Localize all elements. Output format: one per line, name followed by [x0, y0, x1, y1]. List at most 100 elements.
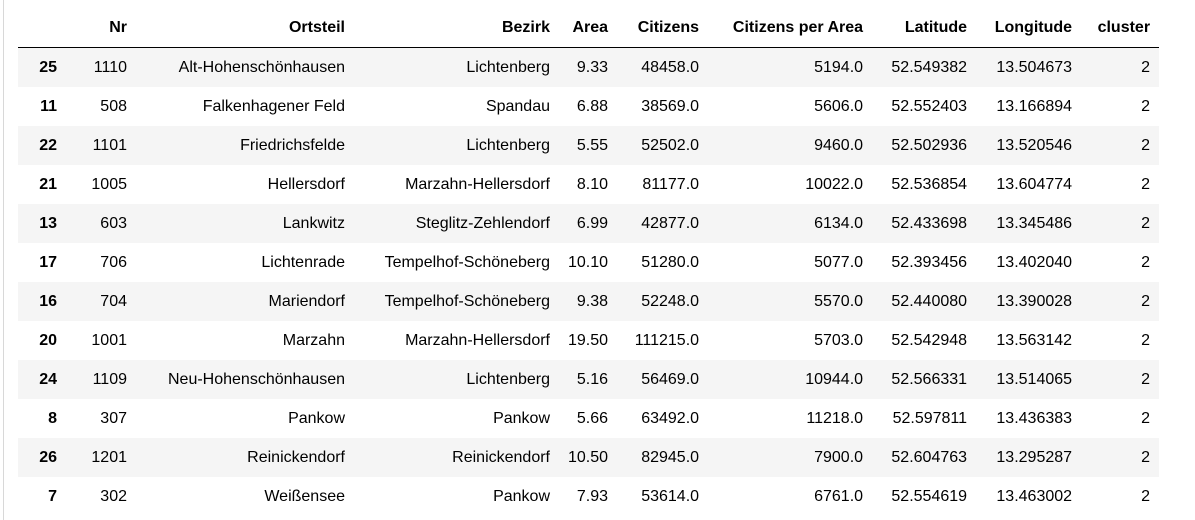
table-row: 22 1101 Friedrichsfelde Lichtenberg 5.55 5250… [18, 126, 1160, 165]
cell-latitude: 52.440080 [891, 293, 968, 310]
cell-nr: 307 [100, 410, 127, 427]
header-citizens-per-area: Citizens per Area [708, 9, 873, 48]
cell-longitude: 13.504673 [996, 59, 1073, 76]
row-index: 26 [39, 449, 57, 466]
cell-citizens: 63492.0 [641, 410, 700, 427]
cell-area: 9.33 [576, 59, 609, 76]
cell-bezirk: Marzahn-Hellersdorf [405, 332, 550, 349]
cell-cluster: 2 [1141, 254, 1151, 271]
cell-cluster: 2 [1141, 410, 1151, 427]
row-index: 7 [48, 488, 57, 505]
cell-citizens: 51280.0 [641, 254, 700, 271]
table-row: 8 307 Pankow Pankow 5.66 63492.0 11218.0 52.597… [18, 399, 1160, 438]
cell-bezirk: Lichtenberg [466, 137, 550, 154]
cell-longitude: 13.520546 [996, 137, 1073, 154]
cell-bezirk: Lichtenberg [466, 59, 550, 76]
cell-citizens: 82945.0 [641, 449, 700, 466]
cell-latitude: 52.566331 [891, 371, 968, 388]
cell-longitude: 13.402040 [996, 254, 1073, 271]
cell-area: 5.16 [576, 371, 609, 388]
cell-nr: 1005 [91, 176, 127, 193]
row-index: 13 [39, 215, 57, 232]
header-latitude: Latitude [872, 9, 977, 48]
cell-citizens: 52502.0 [641, 137, 700, 154]
header-row: Nr Ortsteil Bezirk Area Citizens Citizen… [18, 9, 1160, 48]
table-row: 20 1001 Marzahn Marzahn-Hellersdorf 19.50 111… [18, 321, 1160, 360]
header-bezirk: Bezirk [354, 9, 559, 48]
table-row: 24 1109 Neu-Hohenschönhausen Lichtenberg 5.1… [18, 360, 1160, 399]
cell-bezirk: Marzahn-Hellersdorf [405, 176, 550, 193]
cell-ortsteil: Lichtenrade [261, 254, 345, 271]
cell-bezirk: Tempelhof-Schöneberg [384, 293, 550, 310]
cell-citizens-per-area: 5194.0 [814, 59, 864, 76]
cell-longitude: 13.295287 [996, 449, 1073, 466]
cell-citizens-per-area: 10944.0 [805, 371, 864, 388]
header-ortsteil: Ortsteil [136, 9, 354, 48]
table-body: 25 1110 Alt-Hohenschönhausen Lichtenberg 9.3… [18, 47, 1160, 516]
cell-bezirk: Steglitz-Zehlendorf [415, 215, 550, 232]
cell-citizens-per-area: 6761.0 [814, 488, 864, 505]
cell-citizens-per-area: 9460.0 [814, 137, 864, 154]
cell-nr: 1110 [93, 59, 127, 76]
cell-bezirk: Reinickendorf [452, 449, 550, 466]
cell-area: 7.93 [576, 488, 609, 505]
cell-citizens-per-area: 5077.0 [814, 254, 864, 271]
cell-citizens: 111215.0 [634, 332, 700, 349]
cell-latitude: 52.502936 [891, 137, 968, 154]
row-index: 11 [40, 98, 57, 115]
cell-longitude: 13.166894 [996, 98, 1073, 115]
cell-ortsteil: Reinickendorf [247, 449, 345, 466]
cell-ortsteil: Mariendorf [268, 293, 345, 310]
header-area: Area [559, 9, 618, 48]
cell-latitude: 52.597811 [892, 410, 968, 427]
cell-bezirk: Spandau [485, 98, 550, 115]
cell-citizens-per-area: 6134.0 [814, 215, 864, 232]
cell-longitude: 13.436383 [996, 410, 1073, 427]
cell-cluster: 2 [1141, 98, 1151, 115]
cell-ortsteil: Weißensee [264, 488, 345, 505]
dataframe-table: Nr Ortsteil Bezirk Area Citizens Citizen… [18, 9, 1160, 516]
table-row: 25 1110 Alt-Hohenschönhausen Lichtenberg 9.3… [18, 47, 1160, 87]
cell-nr: 706 [100, 254, 127, 271]
table-row: 21 1005 Hellersdorf Marzahn-Hellersdorf 8.10… [18, 165, 1160, 204]
row-index: 21 [39, 176, 57, 193]
cell-cluster: 2 [1141, 332, 1151, 349]
cell-latitude: 52.554619 [891, 488, 968, 505]
cell-latitude: 52.536854 [891, 176, 968, 193]
cell-ortsteil: Pankow [288, 410, 345, 427]
cell-nr: 1001 [91, 332, 127, 349]
cell-bezirk: Lichtenberg [466, 371, 550, 388]
table-row: 26 1201 Reinickendorf Reinickendorf 10.50 829… [18, 438, 1160, 477]
cell-ortsteil: Neu-Hohenschönhausen [167, 371, 345, 388]
cell-longitude: 13.345486 [996, 215, 1073, 232]
cell-area: 6.88 [576, 98, 609, 115]
cell-bezirk: Pankow [493, 488, 550, 505]
row-index: 16 [39, 293, 57, 310]
cell-cluster: 2 [1141, 371, 1151, 388]
cell-area: 9.38 [576, 293, 609, 310]
table-row: 11 508 Falkenhagener Feld Spandau 6.88 38569.… [18, 87, 1160, 126]
cell-area: 5.66 [576, 410, 609, 427]
cell-citizens-per-area: 5570.0 [814, 293, 864, 310]
cell-citizens: 52248.0 [641, 293, 700, 310]
cell-citizens-per-area: 11218.0 [806, 410, 864, 427]
cell-area: 8.10 [576, 176, 609, 193]
cell-ortsteil: Falkenhagener Feld [202, 98, 345, 115]
cell-longitude: 13.390028 [996, 293, 1073, 310]
cell-citizens: 81177.0 [642, 176, 700, 193]
cell-cluster: 2 [1141, 137, 1151, 154]
cell-ortsteil: Hellersdorf [267, 176, 345, 193]
cell-longitude: 13.463002 [996, 488, 1073, 505]
cell-bezirk: Pankow [493, 410, 550, 427]
cell-area: 19.50 [568, 332, 609, 349]
row-index: 22 [39, 137, 57, 154]
cell-bezirk: Tempelhof-Schöneberg [384, 254, 550, 271]
cell-area: 6.99 [576, 215, 609, 232]
cell-ortsteil: Lankwitz [282, 215, 345, 232]
cell-nr: 1201 [91, 449, 127, 466]
cell-cluster: 2 [1141, 449, 1151, 466]
table-row: 13 603 Lankwitz Steglitz-Zehlendorf 6.99 4287… [18, 204, 1160, 243]
cell-citizens: 42877.0 [641, 215, 700, 232]
cell-latitude: 52.542948 [891, 332, 968, 349]
cell-citizens: 48458.0 [641, 59, 700, 76]
